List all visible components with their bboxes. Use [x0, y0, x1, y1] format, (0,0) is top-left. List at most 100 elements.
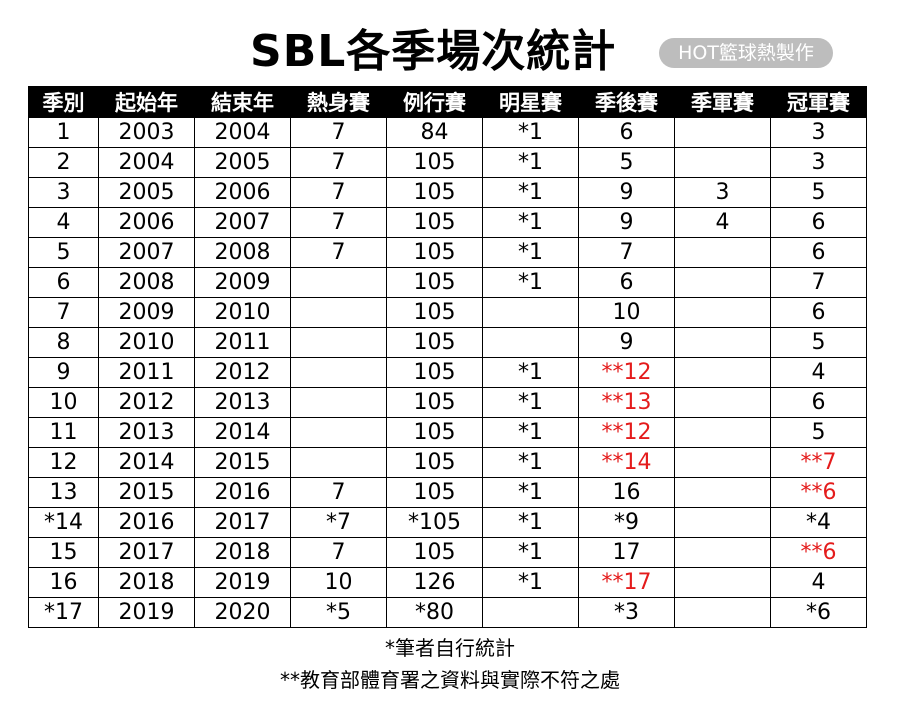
table-cell: 2016: [98, 507, 195, 538]
table-row: 9 2011 2012 105 *1 **12 4: [28, 357, 867, 388]
column-header: 起始年: [98, 86, 195, 118]
table-cell: [674, 327, 771, 358]
table-cell: 9: [578, 207, 675, 238]
table-cell: 2005: [98, 177, 195, 208]
table-cell: [290, 267, 387, 298]
table-cell: 4: [674, 207, 771, 238]
table-cell: *1: [482, 177, 579, 208]
table-cell: *7: [290, 507, 387, 538]
table-cell: 5: [770, 177, 867, 208]
table-cell: 2014: [194, 417, 291, 448]
column-header: 結束年: [194, 86, 291, 118]
table-cell: 2008: [194, 237, 291, 268]
footnote-mismatch: **教育部體育署之資料與實際不符之處: [280, 668, 620, 692]
table-cell: 7: [770, 267, 867, 298]
table-cell: [290, 417, 387, 448]
column-header: 冠軍賽: [770, 86, 867, 118]
table-cell: **6: [770, 537, 867, 568]
table-cell: [674, 567, 771, 598]
column-header: 季後賽: [578, 86, 675, 118]
table-cell: 10: [28, 387, 99, 418]
table-cell: 4: [770, 567, 867, 598]
table-cell: 2015: [194, 447, 291, 478]
table-cell: 2019: [98, 597, 195, 628]
table-cell: 2017: [194, 507, 291, 538]
table-cell: 7: [290, 537, 387, 568]
table-cell: [482, 297, 579, 328]
table-cell: [674, 117, 771, 148]
table-cell: 2017: [98, 537, 195, 568]
table-cell: 6: [578, 117, 675, 148]
table-cell: 9: [28, 357, 99, 388]
table-cell: 2009: [194, 267, 291, 298]
table-cell: 4: [28, 207, 99, 238]
table-cell: 15: [28, 537, 99, 568]
table-row: 2 2004 2005 7 105 *1 5 3: [28, 147, 867, 178]
table-cell: 2008: [98, 267, 195, 298]
table-cell: 6: [770, 297, 867, 328]
table-cell: 2015: [98, 477, 195, 508]
table-cell: 2004: [98, 147, 195, 178]
table-cell: *3: [578, 597, 675, 628]
table-cell: 2011: [98, 357, 195, 388]
table-cell: 5: [770, 417, 867, 448]
table-header-row: 季別 起始年 結束年 熱身賽 例行賽 明星賽 季後賽 季軍賽 冠軍賽: [28, 86, 867, 118]
table-cell: 2: [28, 147, 99, 178]
table-cell: *1: [482, 507, 579, 538]
table-cell: [674, 477, 771, 508]
table-cell: **13: [578, 387, 675, 418]
table-row: 8 2010 2011 105 9 5: [28, 327, 867, 358]
table-cell: *1: [482, 537, 579, 568]
table-cell: 2016: [194, 477, 291, 508]
table-cell: [674, 447, 771, 478]
table-row: 7 2009 2010 105 10 6: [28, 297, 867, 328]
author-badge: HOT籃球熱製作: [659, 38, 833, 68]
table-cell: *105: [386, 507, 483, 538]
table-cell: [290, 297, 387, 328]
table-cell: *1: [482, 207, 579, 238]
table-cell: 7: [290, 117, 387, 148]
table-cell: 3: [674, 177, 771, 208]
table-cell: 7: [290, 147, 387, 178]
table-cell: [674, 507, 771, 538]
table-cell: [482, 327, 579, 358]
column-header: 季軍賽: [674, 86, 771, 118]
table-cell: 2012: [194, 357, 291, 388]
table-row: 12 2014 2015 105 *1 **14 **7: [28, 447, 867, 478]
table-cell: 2005: [194, 147, 291, 178]
table-cell: 105: [386, 327, 483, 358]
table-cell: 2010: [98, 327, 195, 358]
table-cell: *1: [482, 387, 579, 418]
table-cell: **12: [578, 417, 675, 448]
table-cell: 105: [386, 237, 483, 268]
table-cell: 2013: [98, 417, 195, 448]
table-cell: *14: [28, 507, 99, 538]
table-cell: 2007: [98, 237, 195, 268]
table-cell: 5: [770, 327, 867, 358]
table-cell: [674, 537, 771, 568]
table-cell: 16: [28, 567, 99, 598]
table-cell: *1: [482, 357, 579, 388]
table-cell: 5: [578, 147, 675, 178]
table-cell: 7: [290, 477, 387, 508]
table-row: 13 2015 2016 7 105 *1 16 **6: [28, 477, 867, 508]
table-cell: 2013: [194, 387, 291, 418]
table-cell: **6: [770, 477, 867, 508]
column-header: 熱身賽: [290, 86, 387, 118]
table-cell: *1: [482, 417, 579, 448]
table-cell: *80: [386, 597, 483, 628]
table-cell: [290, 447, 387, 478]
table-cell: 105: [386, 477, 483, 508]
table-cell: **7: [770, 447, 867, 478]
table-cell: 2018: [194, 537, 291, 568]
table-cell: 9: [578, 177, 675, 208]
table-cell: 2004: [194, 117, 291, 148]
table-cell: 126: [386, 567, 483, 598]
table-cell: 2014: [98, 447, 195, 478]
table-row: 3 2005 2006 7 105 *1 9 3 5: [28, 177, 867, 208]
table-row: 4 2006 2007 7 105 *1 9 4 6: [28, 207, 867, 238]
table-cell: 3: [770, 117, 867, 148]
table-row: 5 2007 2008 7 105 *1 7 6: [28, 237, 867, 268]
table-body: 1 2003 2004 7 84 *1 6 3 2 2004 2005 7 105 *1 5 3 3 2005 20…: [28, 117, 867, 628]
table-cell: 16: [578, 477, 675, 508]
